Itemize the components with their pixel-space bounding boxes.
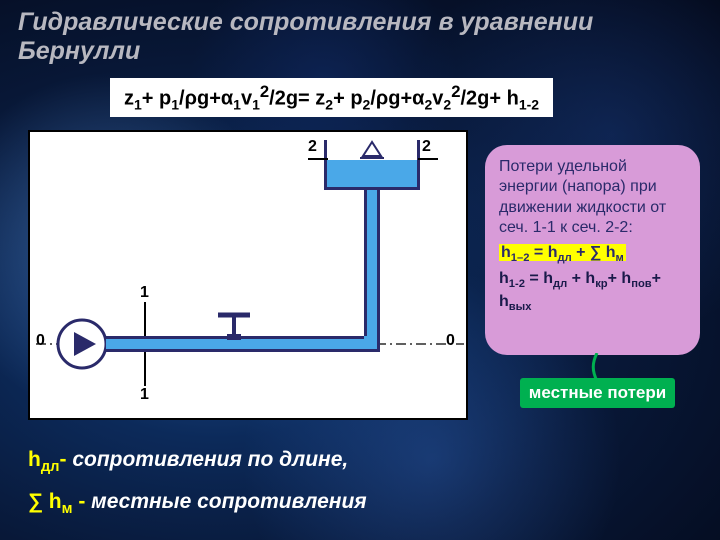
section1-tick-b xyxy=(144,352,146,386)
callout-formula-expanded: h1-2 = hдл + hкр+ hпов+ hвых xyxy=(499,269,686,314)
tank-water xyxy=(327,160,417,187)
label-2-right: 2 xyxy=(422,138,431,156)
legend-txt-2: местные сопротивления xyxy=(85,490,366,513)
label-1-bot: 1 xyxy=(140,386,149,404)
label-2-left: 2 xyxy=(308,138,317,156)
callout-bubble: Потери удельной энергии (напора) при дви… xyxy=(485,145,700,355)
legend-txt-1: сопротивления по длине, xyxy=(66,448,348,471)
local-losses-tag: местные потери xyxy=(520,378,675,408)
section1-tick-t xyxy=(144,302,146,336)
page-title: Гидравлические сопротивления в уравнении… xyxy=(18,8,702,66)
legend-item-local: ∑ hм - местные сопротивления xyxy=(28,490,367,517)
callout-connector xyxy=(590,353,604,381)
label-0-left: 0 xyxy=(36,332,45,350)
pipe-elbow xyxy=(364,336,380,352)
legend-item-length: hдл- сопротивления по длине, xyxy=(28,448,348,475)
label-0-right: 0 xyxy=(446,332,455,350)
pump-icon xyxy=(56,318,108,370)
legend-sym-2: ∑ hм - xyxy=(28,490,85,513)
pipe-vertical xyxy=(364,180,380,352)
valve-icon xyxy=(212,312,256,342)
free-surface-icon xyxy=(360,140,384,160)
bernoulli-equation: z1+ p1/ρg+α1v12/2g= z2+ p2/ρg+α2v22/2g+ … xyxy=(110,78,553,117)
section2-tick-r xyxy=(418,158,438,160)
callout-formula-highlight: h1–2 = hдл + ∑ hм xyxy=(499,244,626,261)
label-1-top: 1 xyxy=(140,284,149,302)
callout-text: Потери удельной энергии (напора) при дви… xyxy=(499,157,686,239)
legend-sym-1: hдл- xyxy=(28,448,66,471)
section2-tick-l xyxy=(308,158,328,160)
hydraulic-diagram: 0 0 1 1 2 2 xyxy=(28,130,468,420)
